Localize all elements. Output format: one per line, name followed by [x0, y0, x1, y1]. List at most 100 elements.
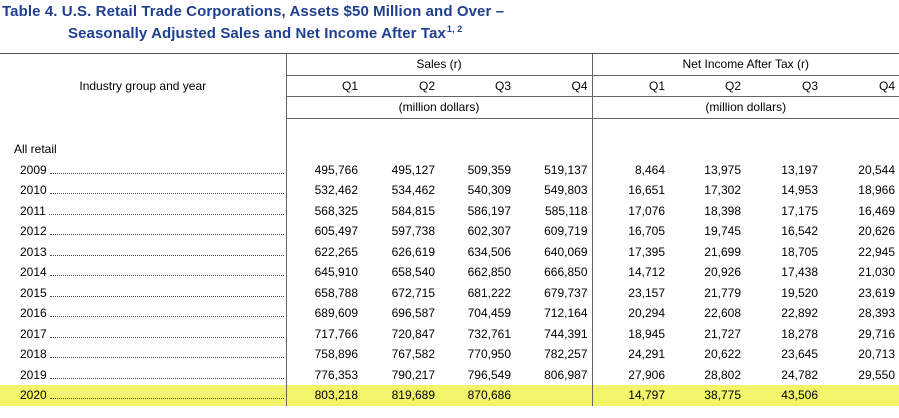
- sales-cell: 662,850: [467, 265, 511, 280]
- sales-cell: 806,987: [544, 367, 588, 382]
- table-row: 2014 645,910 658,540 662,850 666,850 14,712 20…: [0, 262, 899, 283]
- sales-cell: 732,761: [467, 326, 511, 341]
- net-income-cell: 21,727: [704, 326, 741, 341]
- sales-cell: 585,118: [545, 203, 588, 218]
- net-income-cell: 17,395: [591, 241, 669, 262]
- sales-cell: 776,353: [285, 364, 362, 385]
- net-income-cell: 38,775: [669, 385, 745, 406]
- sales-cell: 495,766: [285, 159, 362, 180]
- net-income-cell: 19,520: [781, 285, 818, 300]
- year-text: 2019: [20, 367, 47, 382]
- year-text: 2013: [20, 244, 47, 259]
- net-income-cell: 18,398: [704, 203, 741, 218]
- sales-cell: 720,847: [391, 326, 435, 341]
- sales-cell: 645,910: [285, 262, 362, 283]
- year-text: 2010: [20, 183, 47, 198]
- year-label: 2018: [0, 344, 286, 365]
- net-income-cell: 16,469: [858, 203, 895, 218]
- dot-leader: [49, 247, 284, 256]
- net-income-cell: 23,157: [591, 282, 669, 303]
- net-income-cell: 20,294: [591, 303, 669, 324]
- net-income-cell: 13,197: [781, 162, 818, 177]
- sales-cell: 658,540: [391, 265, 435, 280]
- sales-cell: 640,069: [544, 244, 588, 259]
- sales-cell: 758,896: [285, 344, 362, 365]
- row-label-header: Industry group and year: [0, 53, 286, 118]
- dot-leader: [49, 308, 284, 318]
- sales-units: (million dollars): [285, 96, 592, 119]
- net-income-cell: 21,779: [704, 285, 741, 300]
- dot-leader: [49, 185, 284, 195]
- sales-cell: 819,689: [362, 385, 439, 406]
- dot-leader: [48, 206, 284, 215]
- year-label: 2013: [0, 242, 286, 263]
- net-income-cell: 20,622: [704, 347, 741, 362]
- dot-leader: [49, 226, 284, 236]
- sales-cell: 568,325: [285, 200, 362, 221]
- sales-cell: 870,686: [439, 385, 515, 406]
- net-income-cell: 19,745: [704, 224, 741, 239]
- net-income-cell: 20,713: [858, 347, 895, 362]
- net-income-group-header: Net Income After Tax (r): [591, 53, 899, 75]
- net-income-cell: 18,705: [781, 244, 818, 259]
- year-label: 2015: [0, 283, 286, 304]
- year-text: 2016: [20, 306, 47, 321]
- sales-cell: 605,497: [285, 221, 362, 242]
- sales-cell: 796,549: [467, 367, 511, 382]
- sales-cell: 681,222: [467, 285, 511, 300]
- net-income-cell: 8,464: [591, 159, 669, 180]
- table-row: 2019 776,353 790,217 796,549 806,987 27,906 28…: [0, 364, 899, 385]
- net-income-cell: 18,945: [591, 323, 669, 344]
- year-text: 2011: [20, 203, 46, 218]
- sales-cell: 609,719: [544, 224, 588, 239]
- table-title-text: Seasonally Adjusted Sales and Net Income…: [68, 25, 446, 42]
- quarter-header: Q2: [362, 74, 439, 97]
- table-row: 2009 495,766 495,127 509,359 519,137 8,464 13,…: [0, 159, 899, 181]
- sales-cell: 666,850: [544, 265, 588, 280]
- net-income-cell: 29,716: [858, 326, 895, 341]
- net-income-cell: 17,175: [781, 203, 818, 218]
- sales-cell: 509,359: [467, 162, 511, 177]
- net-income-cell: 18,966: [858, 183, 895, 198]
- sales-cell: 672,715: [391, 285, 435, 300]
- sales-cell: 782,257: [544, 347, 588, 362]
- net-income-cell: 23,645: [781, 347, 818, 362]
- sales-cell: 626,619: [391, 244, 435, 259]
- year-label: 2012: [0, 221, 286, 242]
- net-income-cell: 18,278: [781, 326, 818, 341]
- year-text: 2017: [20, 326, 47, 341]
- sales-cell: 586,197: [467, 203, 511, 218]
- dot-leader: [49, 288, 284, 297]
- net-income-cell: 16,542: [781, 224, 818, 239]
- sales-cell: 549,803: [544, 183, 588, 198]
- year-text: 2009: [20, 162, 47, 177]
- quarter-header: Q1: [285, 74, 362, 97]
- net-income-cell: 22,945: [858, 244, 895, 259]
- net-income-cell: [822, 385, 899, 406]
- section-label: All retail: [14, 142, 57, 157]
- dot-leader: [49, 370, 284, 379]
- net-income-cell: 24,291: [591, 344, 669, 365]
- quarter-header: Q4: [515, 74, 593, 97]
- sales-cell: 704,459: [467, 306, 511, 321]
- net-income-cell: 14,953: [781, 183, 818, 198]
- net-income-cell: 21,030: [858, 265, 895, 280]
- year-label: 2009: [0, 160, 286, 181]
- dot-leader: [49, 390, 284, 400]
- quarter-header: Q4: [822, 74, 899, 97]
- year-label: 2016: [0, 303, 286, 324]
- sales-cell: 790,217: [391, 367, 435, 382]
- year-text: 2020: [20, 388, 47, 403]
- net-income-cell: 20,926: [704, 265, 741, 280]
- table-title-line2: Seasonally Adjusted Sales and Net Income…: [68, 24, 462, 42]
- year-label: 2011: [0, 201, 286, 222]
- year-text: 2014: [20, 265, 47, 280]
- net-income-cell: 13,975: [704, 162, 741, 177]
- table-row: 2011 568,325 584,815 586,197 585,118 17,076 18…: [0, 200, 899, 222]
- sales-cell: 519,137: [544, 162, 588, 177]
- sales-cell: 679,737: [544, 285, 588, 300]
- table-row: 2017 717,766 720,847 732,761 744,391 18,945 21…: [0, 323, 899, 344]
- table-row: 2010 532,462 534,462 540,309 549,803 16,651 17…: [0, 180, 899, 201]
- net-income-cell: 28,393: [858, 306, 895, 321]
- table-row: 2015 658,788 672,715 681,222 679,737 23,157 21…: [0, 282, 899, 304]
